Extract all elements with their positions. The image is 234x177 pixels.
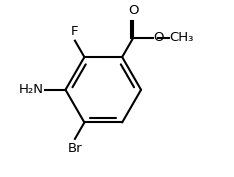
- Text: O: O: [154, 31, 164, 44]
- Text: F: F: [70, 25, 78, 38]
- Text: CH₃: CH₃: [169, 31, 193, 44]
- Text: Br: Br: [68, 142, 82, 155]
- Text: O: O: [128, 4, 139, 17]
- Text: H₂N: H₂N: [19, 83, 44, 96]
